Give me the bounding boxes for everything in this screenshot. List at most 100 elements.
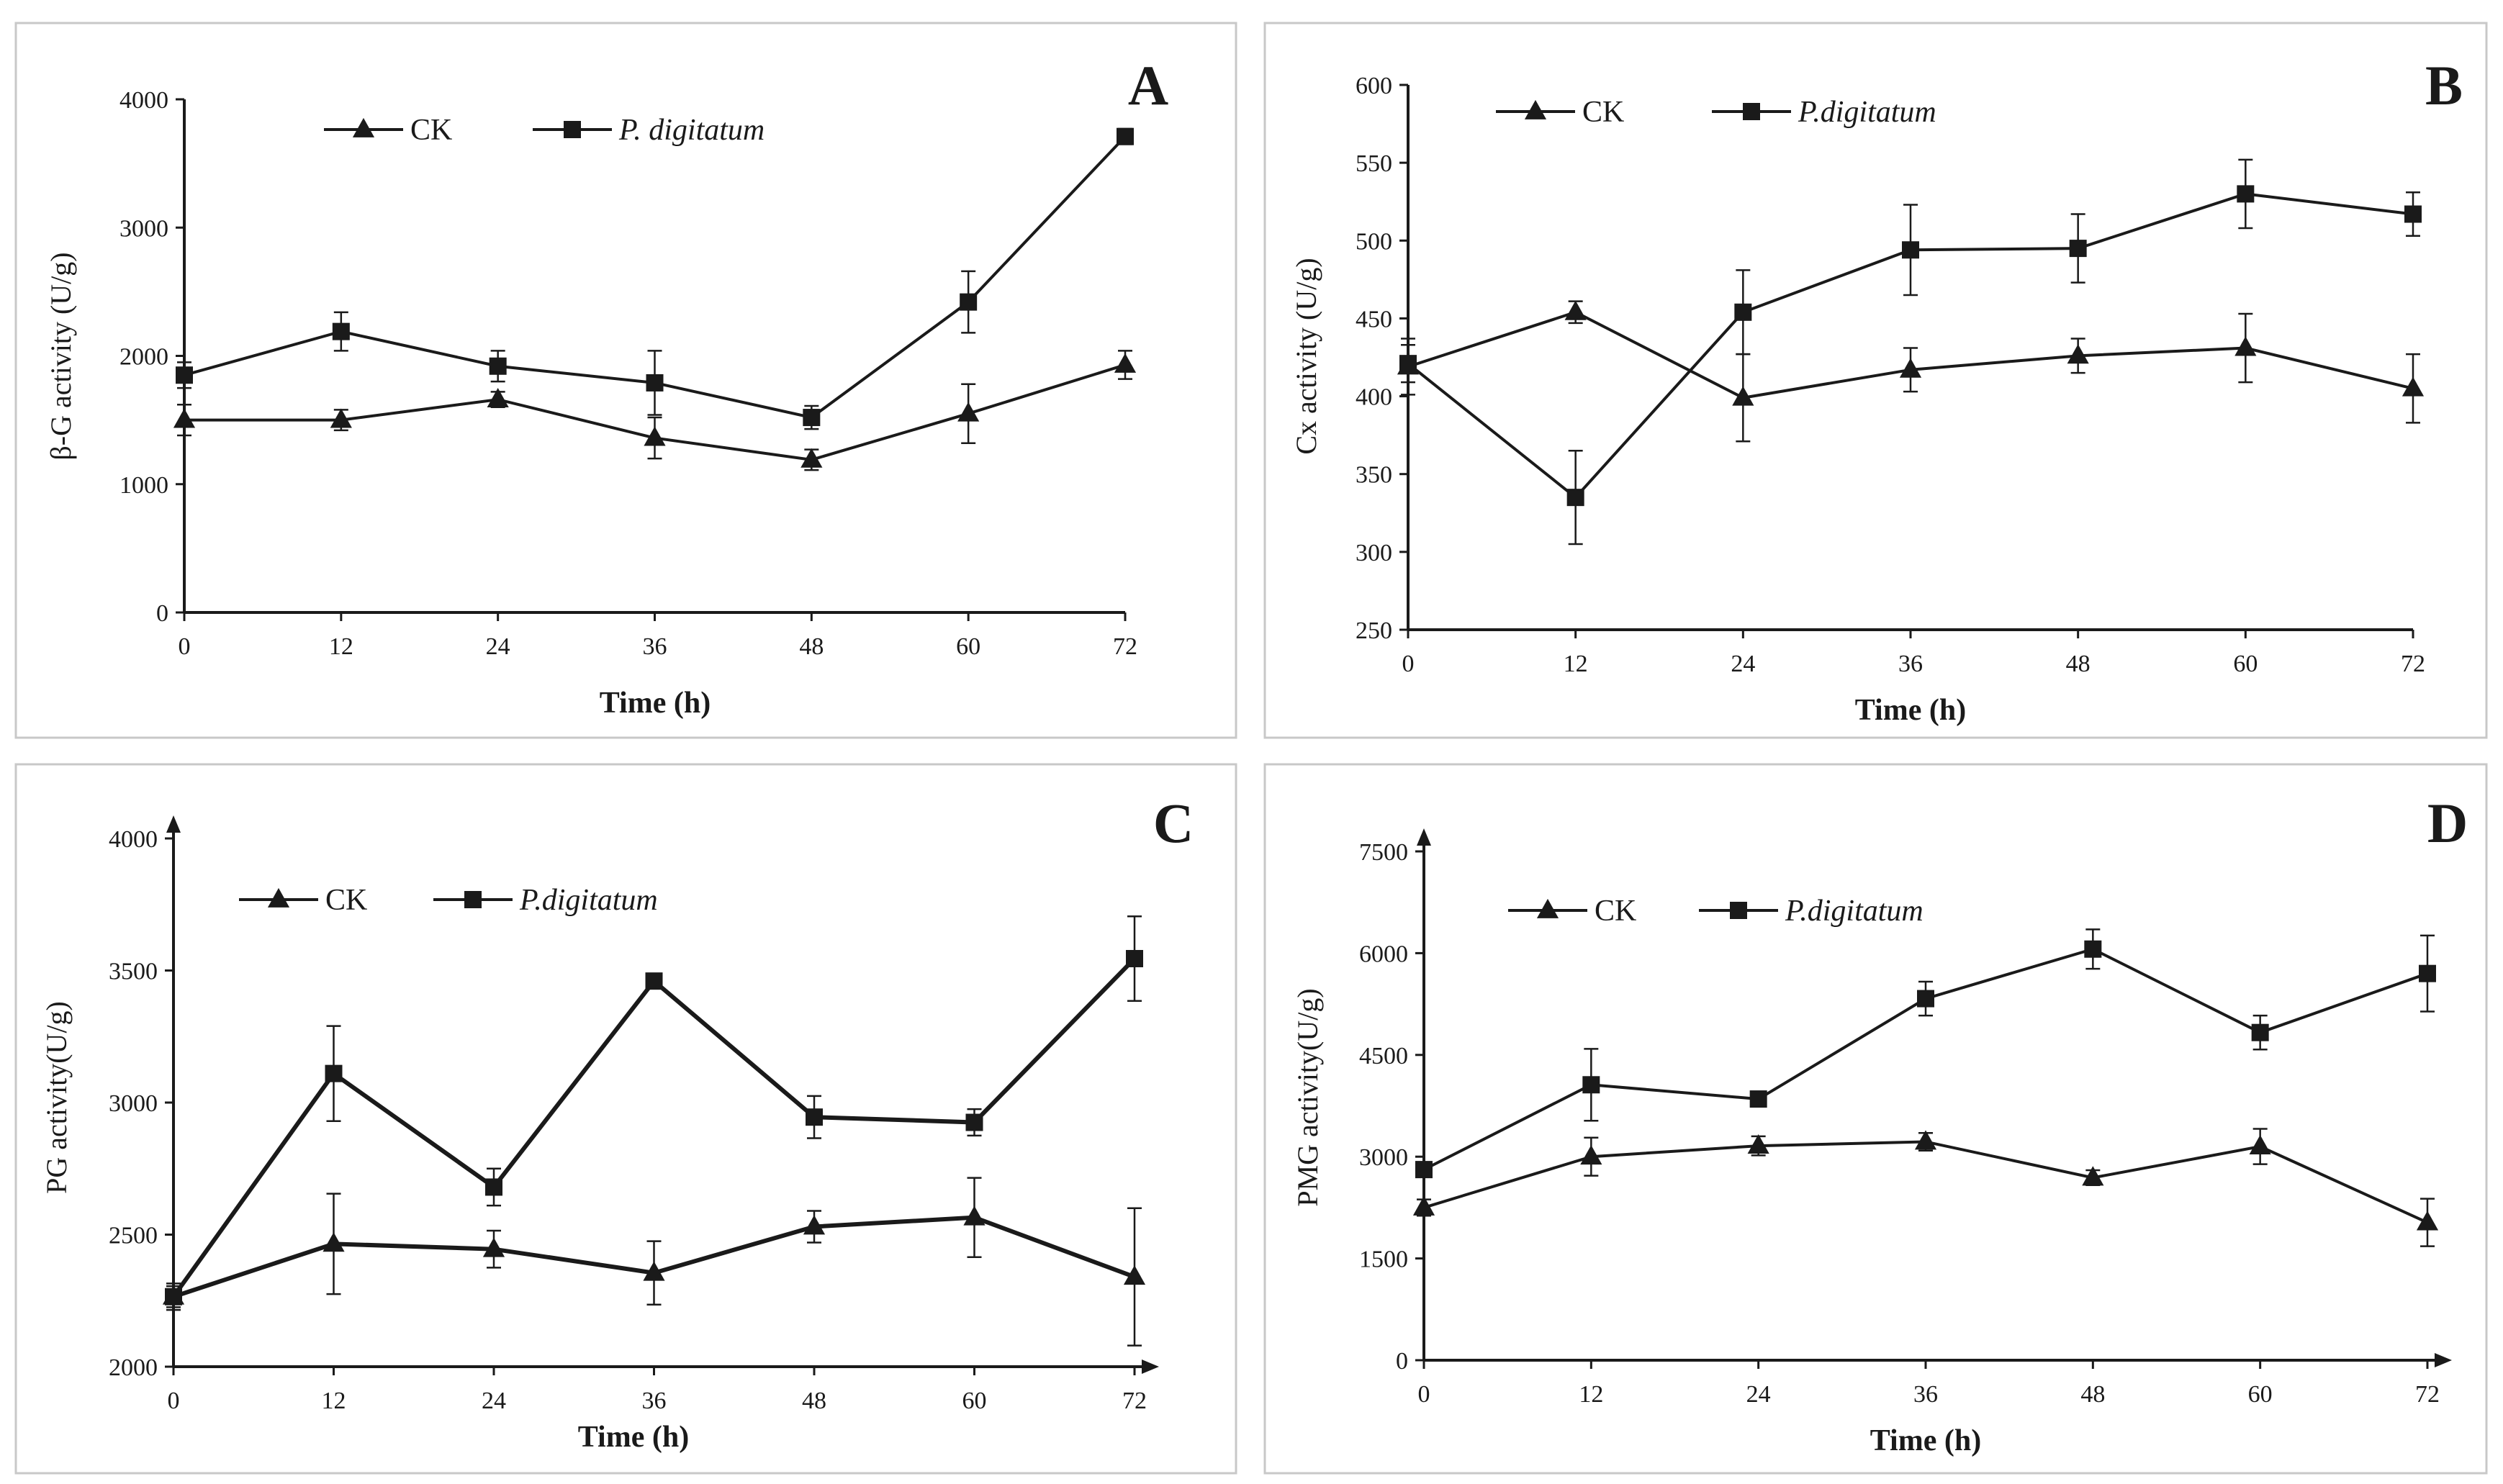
panel-a-point-p-digitatum [176,366,193,384]
panel-d-frame [1263,763,2488,1475]
panel-a-x-tick-label: 36 [643,633,667,660]
panel-b-point-p-digitatum [1399,355,1417,373]
panel-b-legend-label: CK [1582,96,1624,129]
panel-d-point-ck [1747,1134,1769,1154]
panel-d-y-arrow [1417,828,1431,846]
panel-b-y-tick-label: 250 [1356,617,1392,644]
panel-b-x-tick-label: 36 [1898,651,1923,677]
panel-a-x-tick-label: 24 [486,633,510,660]
panel-b-x-tick-label: 24 [1731,651,1755,677]
panel-a-y-tick-label: 3000 [119,215,168,242]
panel-d-x-tick-label: 24 [1746,1381,1771,1408]
panel-d-point-p-digitatum [1582,1076,1600,1094]
panel-a-series-p-digitatum [176,127,1134,430]
panel-c-point-ck [1123,1265,1146,1285]
panel-d-x-tick-label: 12 [1579,1381,1603,1408]
panel-d-y-tick-label: 1500 [1359,1247,1408,1273]
panel-a-legend-marker-p-digitatum [564,121,581,138]
panel-c-point-ck [963,1205,986,1226]
panel-a-x-tick-label: 72 [1113,633,1137,660]
panel-a-legend-marker-ck [352,117,375,137]
panel-c-legend: CK P.digitatum [239,884,658,917]
panel-d-x-tick-label: 60 [2248,1381,2273,1408]
panel-d-y-tick-label: 6000 [1359,941,1408,967]
panel-d-series-line [1423,1140,2428,1224]
panel-a-y-tick-label: 2000 [119,344,168,371]
panel-c-x-tick-label: 36 [642,1388,667,1414]
panel-d-y-axis-label: PMG activity(U/g) [1291,988,1324,1206]
panel-c-point-p-digitatum [965,1113,983,1131]
panel-b-y-tick-label: 500 [1356,228,1392,255]
panel-d-x-tick-label: 72 [2415,1381,2440,1408]
panel-a-point-p-digitatum [960,293,978,311]
panel-c-x-tick-label: 24 [482,1388,506,1414]
panel-d-point-ck [1412,1195,1435,1216]
panel-c-legend-marker-ck [267,887,290,908]
panel-b-legend: CK P.digitatum [1496,96,1936,129]
panel-c-point-ck [482,1237,505,1257]
panel-d: 0 1500 3000 4500 6000 7500 0 12 24 36 48 60 72 Time (… [1263,763,2488,1475]
panel-a-point-p-digitatum [489,357,507,375]
panel-b-x-tick-label: 12 [1564,651,1588,677]
panel-d-point-ck [1580,1145,1602,1165]
panel-b-point-ck [2067,344,2089,364]
panel-a-point-ck [957,402,980,422]
panel-d-point-ck [2082,1166,2104,1186]
panel-b-x-axis-label: Time (h) [1855,694,1966,727]
panel-d-legend-label: P.digitatum [1785,895,1924,928]
panel-b-legend-marker-ck [1524,99,1547,119]
panel-b-y-axis-label: Cx activity (U/g) [1290,258,1322,454]
panel-d-point-p-digitatum [2419,964,2436,982]
panel-d-point-ck [1914,1130,1937,1150]
panel-a-legend: CK P. digitatum [324,114,765,147]
panel-b-x-tick-label: 0 [1402,651,1415,677]
panel-c-y-tick-label: 3000 [109,1090,158,1117]
panel-b-legend-marker-p-digitatum [1743,103,1760,120]
panel-a-point-p-digitatum [332,322,350,340]
panel-d-x-tick-label: 48 [2080,1381,2105,1408]
panel-c-series-ck [162,1177,1146,1347]
panel-d-x-axis-label: Time (h) [1870,1424,1981,1457]
panel-a-point-ck [800,448,823,468]
panel-c-point-ck [643,1261,665,1281]
panel-b-y-tick-label: 300 [1356,540,1392,566]
panel-c-x-tick-label: 0 [168,1388,180,1414]
panel-a-point-ck [1114,353,1137,373]
panel-a-point-ck [330,408,352,428]
panel-c-x-arrow [1142,1359,1159,1374]
panel-d-legend-label: CK [1595,895,1636,928]
panel-a-x-tick-label: 12 [329,633,353,660]
panel-d-point-p-digitatum [1749,1090,1767,1108]
panel-b-point-p-digitatum [2237,185,2255,203]
panel-c-point-p-digitatum [645,972,663,990]
panel-d-x-arrow [2435,1353,2452,1367]
panel-c-series-p-digitatum [165,915,1143,1308]
panel-d-legend: CK P.digitatum [1508,895,1924,928]
panel-a-y-tick-label: 1000 [119,472,168,499]
panel-b-point-ck [2401,376,2425,397]
panel-a-y-tick-label: 0 [156,600,168,627]
panel-d-x-tick-label: 36 [1913,1381,1938,1408]
panel-b-series-ck [1397,300,2425,443]
panel-a-legend-label: P. digitatum [618,114,765,147]
panel-a-x-axis-label: Time (h) [600,687,711,720]
panel-c-point-p-digitatum [325,1064,343,1082]
panel-a-x-tick-label: 60 [956,633,980,660]
panel-d-series-ck [1412,1128,2439,1247]
panel-a-series-ck [173,350,1137,471]
panel-d-y-tick-label: 0 [1396,1348,1408,1375]
panel-a-point-ck [644,426,666,446]
panel-c-y-tick-label: 2000 [109,1354,158,1381]
panel-b-point-ck [1564,300,1587,320]
panel-b-point-p-digitatum [1734,303,1752,321]
panel-b: 250 300 350 400 450 500 550 600 0 12 24 36 48 60 72 Tim… [1263,22,2488,739]
panel-d-x-tick-label: 0 [1418,1381,1430,1408]
panel-c-y-tick-label: 4000 [109,826,158,853]
panel-b-letter: B [2425,54,2463,117]
panel-b-x-tick-label: 60 [2233,651,2258,677]
panel-d-y-tick-label: 4500 [1359,1043,1408,1069]
panel-b-point-p-digitatum [1902,241,1919,259]
panel-a-x-tick-label: 48 [799,633,824,660]
panel-d-point-ck [2249,1134,2271,1154]
